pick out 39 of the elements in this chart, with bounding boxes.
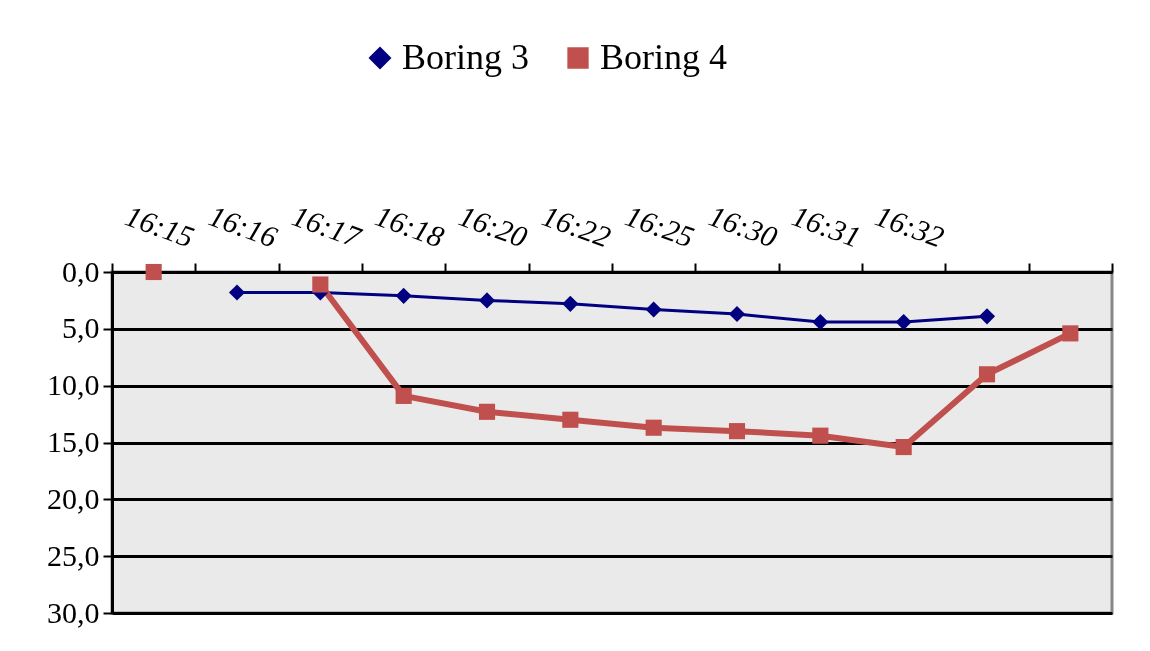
x-tick-label: 16:22 [537,198,616,254]
point [895,313,912,331]
y-tick-label: 25,0 [47,538,100,572]
point [395,387,412,404]
y-tick-label: 5,0 [62,311,100,345]
point [312,276,329,293]
point [145,263,162,281]
legend-label: Boring 3 [402,37,530,77]
x-tick-label: 16:17 [287,198,367,255]
point [978,308,996,325]
y-tick-label: 20,0 [47,481,100,515]
x-tick-label: 16:15 [121,198,199,254]
x-tick-label: 16:32 [871,198,949,254]
y-tick-label: 10,0 [47,368,100,402]
point [478,403,496,420]
point [728,305,746,323]
point [645,419,662,436]
point [645,301,662,318]
point [812,427,829,444]
x-tick-label: 16:20 [454,198,532,254]
point [1062,325,1079,342]
x-tick-label: 16:18 [371,198,449,254]
point [228,284,246,301]
point [478,292,496,309]
x-tick-label: 16:16 [204,198,282,254]
x-tick-label: 16:31 [787,198,866,254]
point [978,366,996,383]
y-tick-label: 0,0 [62,254,100,288]
point [395,287,412,304]
x-tick-label: 16:30 [704,198,782,254]
point [812,313,829,331]
y-tick-label: 15,0 [47,425,100,458]
point [562,411,579,428]
y-tick-label: 30,0 [47,595,100,629]
point [728,423,746,440]
point [895,438,912,456]
point [562,295,579,312]
x-tick-label: 16:25 [621,198,699,254]
legend-label: Boring 4 [600,37,728,77]
